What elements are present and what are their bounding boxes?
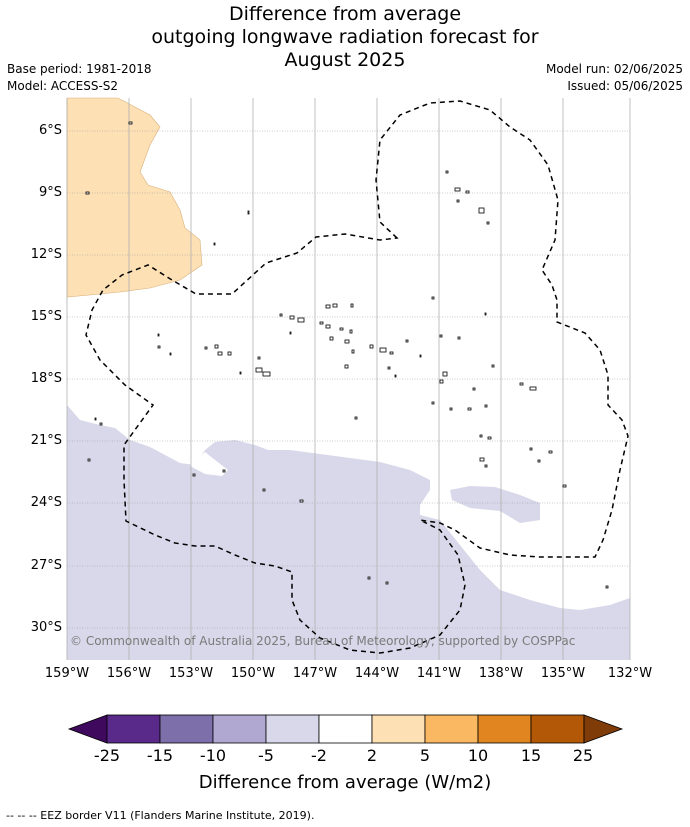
colorbar-segment [265, 714, 320, 744]
colorbar-segment [212, 714, 267, 744]
colorbar-title: Difference from average (W/m2) [198, 772, 492, 793]
lon-label: 135°W [540, 666, 586, 681]
colorbar-segment [424, 714, 479, 744]
copyright-notice: © Commonwealth of Australia 2025, Bureau… [70, 634, 576, 648]
colorbar-tick-label: 10 [467, 746, 489, 765]
colorbar-tick-label: 2 [366, 746, 378, 765]
negative-anomaly-patch [450, 486, 540, 523]
colorbar-tick-label: -5 [258, 746, 274, 765]
colorbar-arrow-high [583, 714, 624, 744]
lat-label: 30°S [30, 620, 62, 635]
colorbar-tick-label: -2 [311, 746, 327, 765]
eez-legend-note: -- -- -- EEZ border V11 (Flanders Marine… [6, 809, 315, 822]
colorbar-tick-label: 15 [520, 746, 542, 765]
colorbar-arrow-low [67, 714, 108, 744]
islands [85, 121, 609, 589]
lon-label: 144°W [354, 666, 400, 681]
eez-border [85, 100, 629, 654]
colorbar-segment [477, 714, 532, 744]
model-run: Model run: 02/06/2025 [545, 62, 683, 76]
issued-date: Issued: 05/06/2025 [567, 79, 683, 93]
lat-label: 24°S [30, 495, 62, 510]
colorbar-tick-label: -25 [93, 746, 121, 765]
chart-title-line2: outgoing longwave radiation forecast for [151, 26, 539, 48]
lat-label: 18°S [30, 371, 62, 386]
lat-label: 15°S [30, 309, 62, 324]
lon-label: 159°W [44, 666, 90, 681]
lat-label: 21°S [30, 433, 62, 448]
chart-title-line3: August 2025 [284, 49, 406, 71]
colorbar-tick-label: -10 [199, 746, 227, 765]
colorbar-segment [371, 714, 426, 744]
lat-label: 27°S [30, 558, 62, 573]
colorbar-segment [318, 714, 373, 744]
chart-title-line1: Difference from average [228, 3, 462, 25]
neutral-notch [190, 452, 228, 476]
lat-label: 9°S [38, 185, 62, 200]
lon-label: 156°W [106, 666, 152, 681]
model-name: Model: ACCESS-S2 [7, 79, 119, 93]
lon-label: 141°W [416, 666, 462, 681]
lon-label: 138°W [478, 666, 524, 681]
lon-label: 153°W [168, 666, 214, 681]
colorbar-segment [530, 714, 585, 744]
lon-label: 147°W [292, 666, 338, 681]
base-period: Base period: 1981-2018 [7, 62, 152, 76]
colorbar-tick-label: -15 [146, 746, 174, 765]
positive-anomaly-region [66, 97, 203, 298]
lon-label: 150°W [230, 666, 276, 681]
meridians [66, 98, 631, 660]
lon-label: 132°W [607, 666, 653, 681]
colorbar-segment [106, 714, 161, 744]
lat-label: 12°S [30, 247, 62, 262]
lat-label: 6°S [38, 123, 62, 138]
colorbar-tick-label: 5 [419, 746, 431, 765]
colorbar-segment [159, 714, 214, 744]
colorbar-tick-label: 25 [572, 746, 594, 765]
